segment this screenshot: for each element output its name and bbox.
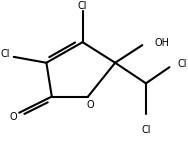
Text: Cl: Cl [1, 49, 10, 59]
Text: Cl: Cl [178, 59, 187, 69]
Text: Cl: Cl [141, 125, 151, 135]
Text: OH: OH [154, 38, 169, 48]
Text: O: O [9, 112, 17, 122]
Text: Cl: Cl [78, 1, 87, 11]
Text: O: O [86, 100, 94, 110]
